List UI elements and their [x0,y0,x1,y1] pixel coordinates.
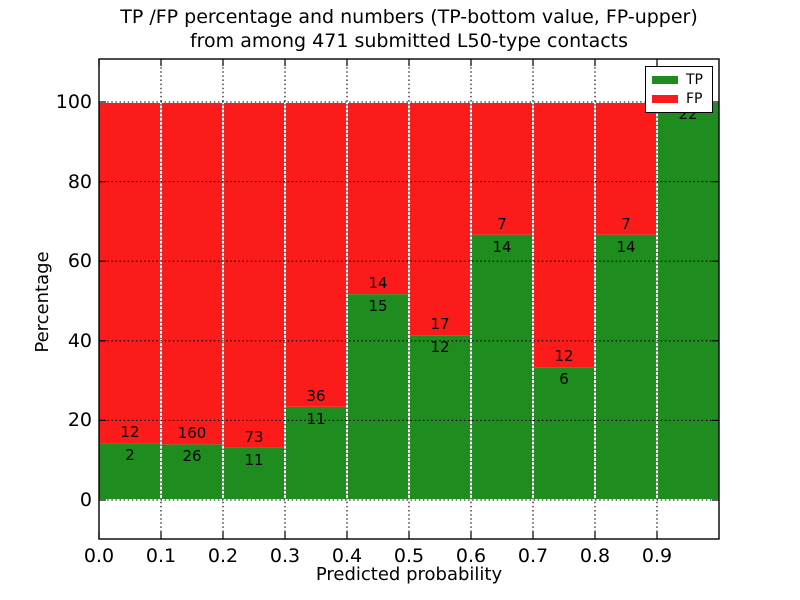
legend-swatch-tp [652,75,678,84]
bar-segment-fp [471,102,533,235]
tp-count-label: 14 [616,237,636,256]
fp-count-label: 12 [554,347,574,366]
x-tick-label: 0.9 [641,545,673,567]
bar-segment-tp [657,102,719,500]
x-tick-label: 0.5 [393,545,425,567]
legend-label-tp: TP [686,71,703,88]
bar-segment-tp [285,406,347,500]
x-tick-label: 0.7 [517,545,549,567]
fp-count-label: 7 [497,214,507,233]
tp-count-label: 11 [244,450,264,469]
x-tick-label: 0.0 [83,545,115,567]
x-tick-label: 0.4 [331,545,363,567]
bar-segment-fp [409,102,471,336]
bar-segment-tp [471,234,533,500]
chart-title: TP /FP percentage and numbers (TP-bottom… [99,5,719,53]
bar-segment-tp [595,234,657,500]
x-tick-label: 0.8 [579,545,611,567]
y-tick-label: 60 [67,250,92,273]
tp-count-label: 14 [492,237,512,256]
bar-segment-tp [223,447,285,500]
x-tick-label: 0.3 [269,545,301,567]
bar-segment-fp [533,102,595,368]
bar-segment-tp [347,294,409,500]
fp-count-label: 160 [177,424,207,443]
fp-count-label: 73 [244,427,264,446]
fp-count-label: 7 [621,214,631,233]
tp-count-label: 15 [368,297,388,316]
bar-segment-tp [533,367,595,500]
x-tick-label: 0.2 [207,545,239,567]
chart-title-line2: from among 471 submitted L50-type contac… [189,30,629,52]
x-axis-label: Predicted probability [315,564,503,585]
tp-count-label: 2 [125,446,135,465]
bar-segment-fp [223,102,285,448]
bar-segment-tp [161,444,223,500]
legend-swatch-fp [652,95,678,104]
fp-count-label: 17 [430,315,450,334]
fp-count-label: 36 [306,386,326,405]
fp-count-label: 12 [120,423,140,442]
legend: TP FP [645,66,713,113]
bar-segment-fp [595,102,657,235]
legend-row-tp: TP [652,72,706,88]
x-tick-label: 0.1 [145,545,177,567]
bar-segment-fp [161,102,223,445]
bar-segment-fp [285,102,347,407]
tp-count-label: 6 [559,370,569,389]
y-tick-label: 100 [55,91,92,113]
tp-count-label: 26 [182,447,202,466]
x-tick-label: 0.6 [455,545,487,567]
bar-segment-fp [99,102,161,444]
tp-count-label: 11 [306,409,326,428]
y-tick-label: 40 [67,329,92,352]
y-tick-label: 20 [67,409,92,432]
fp-count-label: 14 [368,274,388,293]
y-tick-label: 0 [79,489,92,511]
bar-segment-tp [409,335,471,500]
bar-segment-fp [347,102,409,295]
bar-segment-tp [99,443,161,500]
legend-label-fp: FP [686,91,703,108]
tp-count-label: 12 [430,338,450,357]
y-tick-label: 80 [67,170,92,193]
legend-row-fp: FP [652,91,706,107]
chart-title-line1: TP /FP percentage and numbers (TP-bottom… [120,6,698,28]
